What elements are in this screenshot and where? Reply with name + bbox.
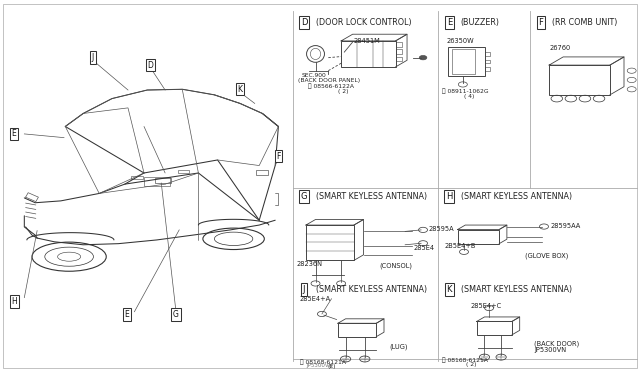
Text: 2B5E4+B: 2B5E4+B: [445, 243, 476, 249]
Text: G: G: [301, 192, 307, 201]
Text: Ⓑ 08168-6121A: Ⓑ 08168-6121A: [300, 359, 346, 365]
Text: (LUG): (LUG): [389, 344, 408, 350]
Text: K: K: [447, 285, 452, 294]
Text: H: H: [12, 297, 17, 306]
Text: 28595AA: 28595AA: [550, 223, 580, 229]
Bar: [396, 49, 402, 54]
Bar: [178, 170, 189, 173]
Bar: [549, 65, 610, 95]
Text: D: D: [301, 18, 307, 27]
Bar: [338, 323, 376, 337]
Text: (SMART KEYLESS ANTENNA): (SMART KEYLESS ANTENNA): [316, 285, 427, 294]
Bar: [485, 52, 490, 56]
Text: 28595A: 28595A: [429, 226, 454, 232]
Text: (BACK DOOR PANEL): (BACK DOOR PANEL): [298, 78, 360, 83]
Text: G: G: [173, 310, 179, 319]
Text: Ⓑ 08168-6121A: Ⓑ 08168-6121A: [442, 357, 488, 363]
Text: 28451M: 28451M: [354, 38, 381, 44]
Text: 28236N: 28236N: [296, 261, 323, 267]
Text: JP5300VN: JP5300VN: [534, 347, 566, 353]
Text: (SMART KEYLESS ANTENNA): (SMART KEYLESS ANTENNA): [461, 285, 572, 294]
Bar: [396, 42, 402, 46]
Text: E: E: [12, 129, 17, 138]
Text: 26760: 26760: [549, 45, 570, 51]
Text: ( 2): ( 2): [466, 362, 476, 367]
Text: Ⓢ 08566-6122A: Ⓢ 08566-6122A: [308, 83, 354, 89]
Text: (BUZZER): (BUZZER): [461, 18, 500, 27]
Text: 285E4+A: 285E4+A: [300, 296, 331, 302]
Bar: [477, 321, 512, 335]
Text: (GLOVE BOX): (GLOVE BOX): [525, 252, 568, 259]
Text: (DOOR LOCK CONTROL): (DOOR LOCK CONTROL): [316, 18, 411, 27]
Bar: [485, 60, 490, 63]
Bar: [306, 225, 354, 260]
Text: E: E: [124, 310, 129, 319]
Bar: [396, 57, 402, 61]
Circle shape: [419, 55, 427, 60]
Bar: [131, 176, 143, 179]
Text: ( 2): ( 2): [338, 89, 348, 94]
Text: 285E4+C: 285E4+C: [470, 303, 502, 309]
Bar: [458, 230, 499, 244]
Text: Ⓝ 08911-1062G: Ⓝ 08911-1062G: [442, 88, 488, 94]
Text: F: F: [538, 18, 543, 27]
Text: K: K: [237, 85, 243, 94]
Text: (SMART KEYLESS ANTENNA): (SMART KEYLESS ANTENNA): [316, 192, 427, 201]
Bar: [452, 49, 475, 74]
Bar: [155, 178, 171, 183]
Text: (SMART KEYLESS ANTENNA): (SMART KEYLESS ANTENNA): [461, 192, 572, 201]
Text: (RR COMB UNIT): (RR COMB UNIT): [552, 18, 618, 27]
Text: (BACK DOOR): (BACK DOOR): [534, 341, 580, 347]
Text: (E): (E): [327, 364, 335, 369]
Text: D: D: [147, 61, 154, 70]
Bar: [144, 177, 170, 186]
Bar: [448, 47, 485, 76]
Bar: [256, 170, 268, 175]
Text: 26350W: 26350W: [447, 38, 474, 44]
Bar: [341, 41, 396, 67]
Text: J: J: [303, 285, 305, 294]
Text: ( 4): ( 4): [464, 94, 474, 99]
Text: H: H: [446, 192, 452, 201]
Text: (CONSOL): (CONSOL): [380, 263, 413, 269]
Text: SEC.900: SEC.900: [301, 73, 326, 78]
Text: F: F: [276, 152, 280, 161]
Text: E: E: [447, 18, 452, 27]
Text: 285E4: 285E4: [413, 245, 435, 251]
Text: JP5300VN: JP5300VN: [307, 363, 333, 368]
Bar: [485, 67, 490, 71]
Text: J: J: [92, 53, 94, 62]
